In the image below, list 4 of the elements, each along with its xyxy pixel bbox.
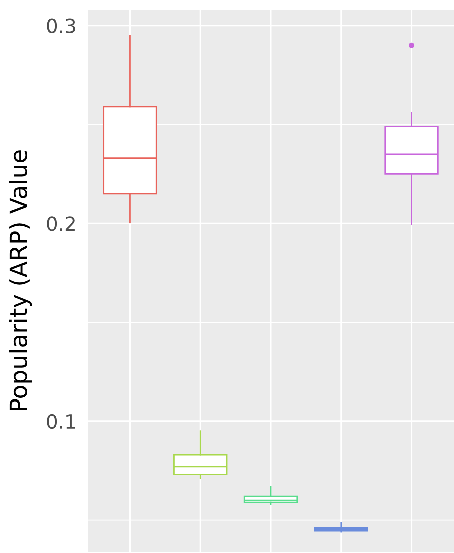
y-tick-label: 0.1: [47, 414, 76, 430]
y-tick-label: 0.2: [47, 216, 75, 232]
y-axis-title: Popularity (ARP) Value: [9, 150, 32, 410]
y-tick-label: 0.3: [47, 18, 76, 34]
